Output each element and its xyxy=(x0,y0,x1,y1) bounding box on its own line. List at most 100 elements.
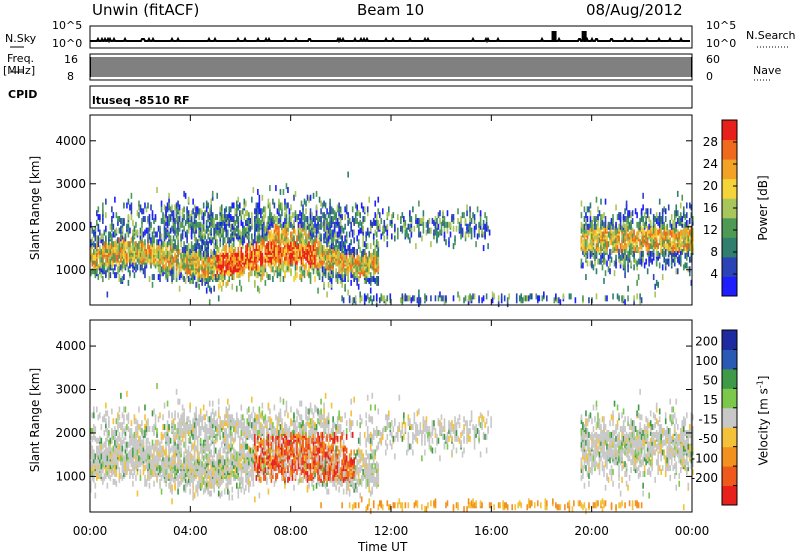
scatter-cell xyxy=(231,223,234,230)
scatter-cell xyxy=(216,227,219,234)
scatter-cell xyxy=(372,248,375,255)
scatter-cell xyxy=(303,243,306,250)
scatter-cell xyxy=(177,258,179,265)
scatter-cell xyxy=(380,293,383,300)
scatter-cell xyxy=(148,275,151,282)
scatter-cell xyxy=(603,231,605,238)
scatter-cell xyxy=(120,472,122,479)
scatter-cell xyxy=(467,295,470,302)
scatter-cell xyxy=(297,227,300,234)
scatter-cell xyxy=(640,258,643,265)
scatter-cell xyxy=(184,231,187,238)
scatter-cell xyxy=(619,212,622,219)
scatter-cell xyxy=(339,216,342,223)
scatter-cell xyxy=(210,239,212,246)
scatter-cell xyxy=(166,202,169,209)
scatter-cell xyxy=(142,245,145,252)
scatter-cell xyxy=(284,204,286,211)
scatter-cell xyxy=(676,248,679,255)
scatter-cell xyxy=(386,229,389,236)
scatter-cell xyxy=(616,227,619,234)
scatter-cell xyxy=(658,198,661,205)
scatter-cell xyxy=(675,204,678,211)
scatter-cell xyxy=(249,225,252,232)
scatter-cell xyxy=(342,274,345,281)
scatter-cell xyxy=(168,482,170,489)
scatter-cell xyxy=(625,233,628,240)
scatter-cell xyxy=(147,426,149,433)
scatter-cell xyxy=(627,216,629,223)
scatter-cell xyxy=(297,214,300,221)
scatter-cell xyxy=(138,447,140,454)
scatter-cell xyxy=(190,268,193,275)
scatter-cell xyxy=(350,225,352,232)
scatter-cell xyxy=(180,241,182,248)
scatter-cell xyxy=(232,266,235,273)
scatter-cell xyxy=(595,250,598,257)
scatter-cell xyxy=(219,252,222,259)
scatter-cell xyxy=(359,219,361,226)
scatter-cell xyxy=(308,241,310,248)
scatter-cell xyxy=(631,217,634,224)
scatter-cell xyxy=(219,206,222,213)
scatter-cell xyxy=(284,231,286,238)
scatter-cell xyxy=(108,439,110,446)
scatter-cell xyxy=(165,266,167,273)
scatter-cell xyxy=(353,272,355,279)
scatter-cell xyxy=(105,426,107,433)
scatter-cell xyxy=(120,449,122,456)
scatter-cell xyxy=(242,252,244,259)
scatter-cell xyxy=(226,252,229,259)
scatter-cell xyxy=(147,453,149,460)
scatter-cell xyxy=(679,260,682,267)
scatter-cell xyxy=(207,281,209,288)
scatter-cell xyxy=(267,248,270,255)
scatter-cell xyxy=(108,235,110,242)
scatter-cell xyxy=(305,200,307,207)
scatter-cell xyxy=(210,204,212,211)
scatter-cell xyxy=(219,216,222,223)
scatter-cell xyxy=(264,245,267,252)
scatter-cell xyxy=(597,258,599,265)
scatter-cell xyxy=(165,260,167,267)
scatter-cell xyxy=(133,431,136,438)
scatter-cell xyxy=(457,217,459,224)
scatter-cell xyxy=(589,229,592,236)
scatter-cell xyxy=(654,216,656,223)
scatter-cell xyxy=(475,223,477,230)
scatter-cell xyxy=(603,252,605,259)
scatter-cell xyxy=(111,233,113,240)
scatter-cell xyxy=(213,243,216,250)
scatter-cell xyxy=(372,239,375,246)
scatter-cell xyxy=(232,235,235,242)
scatter-cell xyxy=(690,279,693,286)
scatter-cell xyxy=(372,233,375,240)
scatter-cell xyxy=(118,476,121,483)
scatter-cell xyxy=(661,216,664,223)
scatter-cell xyxy=(296,239,298,246)
scatter-cell xyxy=(386,212,389,219)
scatter-cell xyxy=(410,216,413,223)
scatter-cell xyxy=(112,445,115,452)
scatter-cell xyxy=(470,227,473,234)
scatter-cell xyxy=(109,459,112,466)
scatter-cell xyxy=(610,248,613,255)
scatter-cell xyxy=(151,453,154,460)
scatter-cell xyxy=(684,214,687,221)
scatter-cell xyxy=(260,254,262,261)
scatter-cell xyxy=(150,243,152,250)
scatter-cell xyxy=(192,262,194,269)
scatter-cell xyxy=(363,268,366,275)
scatter-cell xyxy=(168,254,170,261)
scatter-cell xyxy=(132,245,134,252)
scatter-cell xyxy=(341,295,343,302)
scatter-cell xyxy=(273,227,276,234)
scatter-cell xyxy=(639,221,641,228)
scatter-cell xyxy=(485,293,488,300)
scatter-cell xyxy=(421,217,423,224)
scatter-cell xyxy=(112,268,115,275)
scatter-cell xyxy=(287,264,289,271)
scatter-cell xyxy=(688,256,691,263)
scatter-cell xyxy=(375,223,378,230)
scatter-cell xyxy=(359,246,361,253)
